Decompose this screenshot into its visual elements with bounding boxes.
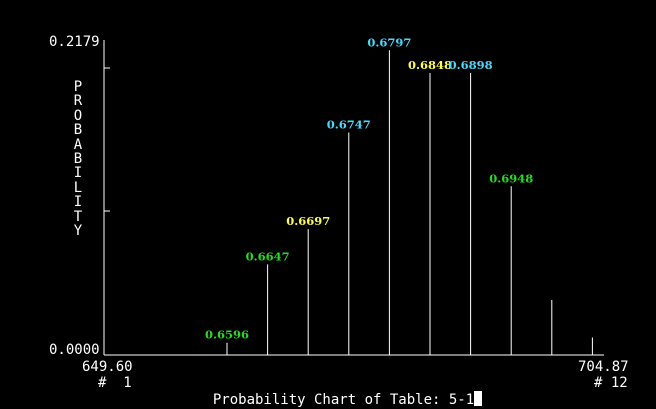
bar-label-2: 0.6647 [246,249,290,263]
y-axis-label-char: L [73,179,83,196]
y-axis-label-char: T [73,208,83,225]
bar-labels-group: 0.6596 0.6647 0.6697 0.6747 0.6797 0.68480.68… [205,35,533,341]
y-axis-label-char: P [73,79,83,95]
bar-label-8: 0.6948 [489,171,533,185]
chart-title-text: Probability Chart of Table: 5-1 [212,392,475,408]
y-max-tick-label: 0.2179 [49,34,100,50]
bar-label-5: 0.6797 [367,35,411,49]
y-axis-label-char: O [73,107,83,124]
bar-label-4: 0.6747 [327,118,371,132]
text-cursor [474,391,483,406]
bar-label-6: 0.6848 [408,58,452,72]
x-first-index-label: # 1 [98,375,132,391]
y-axis-label-char: I [73,194,83,211]
x-min-label: 649.60 [82,359,133,375]
y-axis-label-char: B [73,122,83,139]
bar-label-3: 0.6697 [286,214,330,228]
y-axis-label-char: R [73,93,83,110]
bars-group [226,50,593,355]
y-axis-label-char: I [73,165,83,182]
y-axis-label-char: A [73,136,83,153]
x-last-index-label: # 12 [594,375,628,391]
y-min-tick-label: 0.0000 [49,342,100,358]
x-max-label: 704.87 [578,359,629,375]
y-axis-label-char: Y [73,223,83,240]
y-axis-label-char: B [73,151,83,168]
bar-label-1: 0.6596 [205,328,249,342]
bar-label-7: 0.6898 [449,58,493,72]
chart-title: Probability Chart of Table: 5-1 [196,375,483,408]
